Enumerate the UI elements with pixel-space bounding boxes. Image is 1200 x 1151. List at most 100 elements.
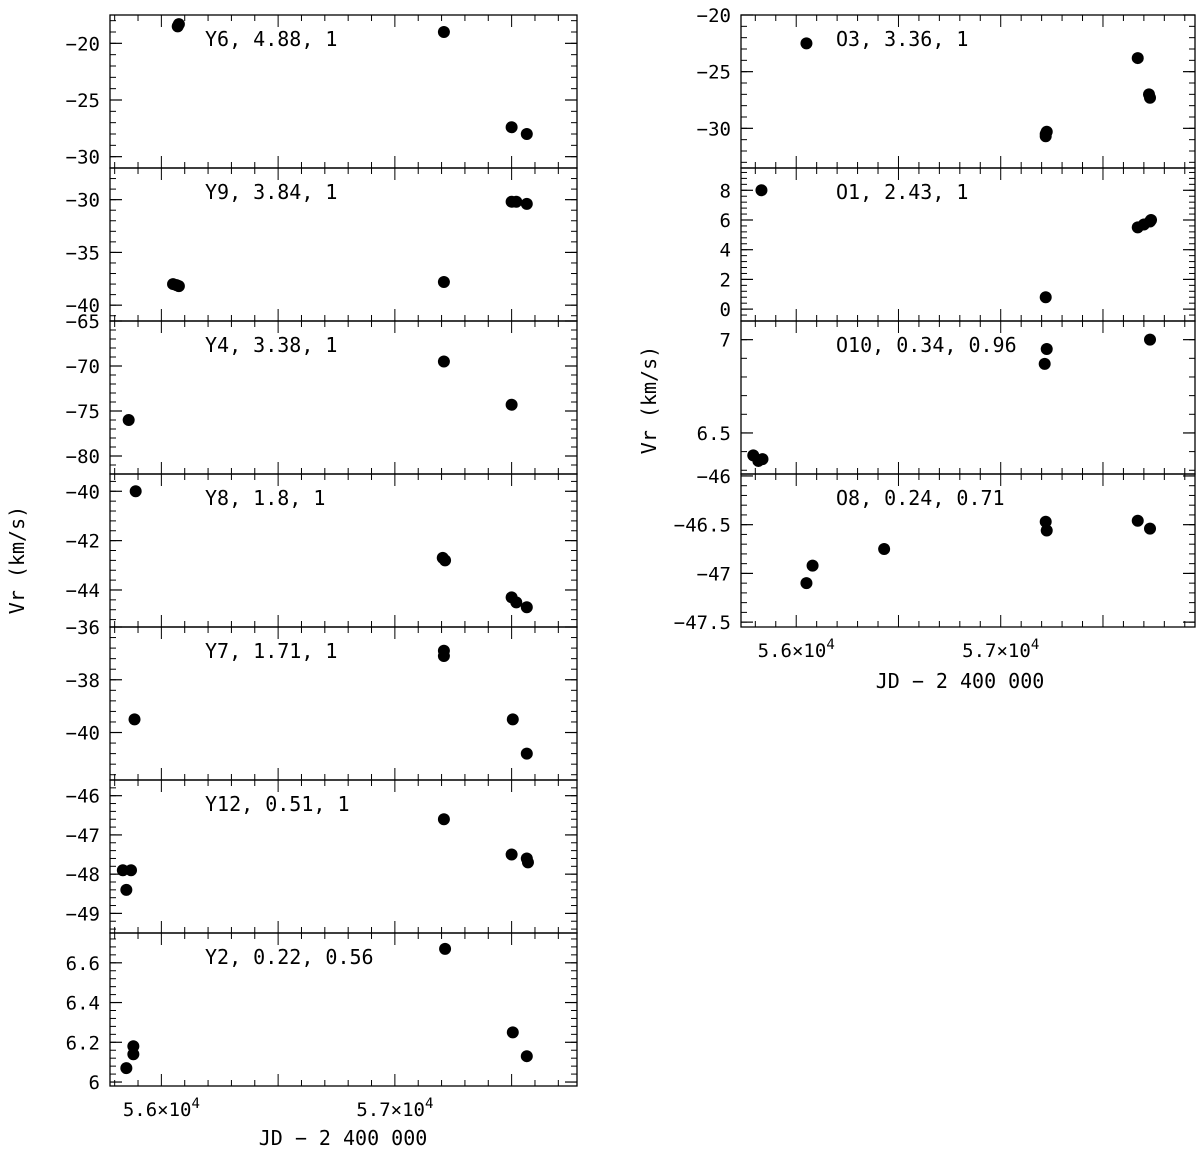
panel-frame — [109, 932, 578, 1087]
y-tick-label: −44 — [66, 580, 100, 602]
data-point — [505, 121, 518, 134]
panel-label: Y9, 3.84, 1 — [205, 180, 337, 204]
data-point — [172, 18, 185, 31]
left-y-axis-title: Vr (km/s) — [5, 506, 29, 614]
data-point — [505, 848, 518, 861]
data-point — [800, 37, 813, 50]
panel-frame — [109, 167, 578, 322]
x-tick-label: 5.6×104 — [123, 1096, 200, 1121]
y-tick-label: 6.6 — [66, 953, 100, 975]
data-point — [520, 197, 533, 210]
y-tick-label: −40 — [66, 295, 100, 317]
data-point — [437, 650, 450, 663]
data-point — [437, 26, 450, 38]
y-tick-label: 7 — [720, 330, 731, 352]
y-tick-label: −46 — [66, 786, 100, 808]
panel-label: O10, 0.34, 0.96 — [836, 333, 1017, 357]
y-tick-label: 2 — [720, 269, 731, 291]
data-point — [800, 577, 813, 590]
data-point — [439, 942, 452, 955]
y-tick-label: −47.5 — [674, 612, 731, 634]
data-point — [120, 883, 133, 896]
x-tick-label: 5.7×104 — [356, 1096, 433, 1121]
data-point — [520, 747, 533, 760]
y-tick-label: −30 — [66, 147, 100, 169]
y-tick-label: −48 — [66, 864, 100, 886]
data-point — [520, 1050, 533, 1063]
right-y-axis-title: Vr (km/s) — [637, 346, 661, 454]
y-tick-label: −20 — [697, 5, 731, 27]
y-tick-label: −25 — [697, 62, 731, 84]
panel-label: O3, 3.36, 1 — [836, 27, 968, 51]
data-point — [506, 1026, 519, 1039]
data-point — [127, 1040, 140, 1053]
data-point — [1039, 515, 1052, 528]
scatter-panel: −46 −46.5 −47 −47.5 O8, 0.24, 0.71 — [674, 466, 1196, 634]
panel-frame — [109, 320, 578, 475]
data-point — [1131, 514, 1144, 527]
data-point — [1040, 125, 1053, 138]
y-tick-label: −20 — [66, 33, 100, 55]
data-point — [129, 485, 142, 498]
y-tick-label: 0 — [720, 299, 731, 321]
data-point — [1145, 213, 1158, 226]
data-point — [1040, 524, 1053, 537]
data-point — [1131, 52, 1144, 65]
y-tick-label: −46.5 — [674, 515, 731, 537]
y-tick-label: 6.5 — [697, 423, 731, 445]
y-tick-label: −75 — [66, 401, 100, 423]
panel-frame — [109, 473, 578, 628]
y-tick-label: −35 — [66, 242, 100, 264]
data-point — [521, 856, 534, 869]
y-tick-label: −30 — [66, 190, 100, 212]
panel-label: Y6, 4.88, 1 — [205, 27, 337, 51]
data-point — [128, 713, 141, 726]
y-tick-label: −25 — [66, 90, 100, 112]
data-point — [437, 813, 450, 826]
data-point — [755, 184, 768, 197]
panel-label: Y12, 0.51, 1 — [205, 792, 350, 816]
data-point — [1040, 342, 1053, 355]
y-tick-label: −40 — [66, 723, 100, 745]
data-point — [172, 280, 185, 293]
scatter-panel: 6 6.2 6.4 6.6 Y2, 0.22, 0.56 — [66, 932, 578, 1094]
panel-label: O8, 0.24, 0.71 — [836, 486, 1005, 510]
data-point — [1144, 333, 1157, 346]
data-point — [520, 128, 533, 140]
y-tick-label: 8 — [720, 180, 731, 202]
panel-frame — [109, 14, 578, 169]
panel-label: Y7, 1.71, 1 — [205, 639, 337, 663]
panel-label: Y4, 3.38, 1 — [205, 333, 337, 357]
y-tick-label: −49 — [66, 903, 100, 925]
scatter-panel: −65 −70 −75 −80 Y4, 3.38, 1 — [66, 311, 578, 475]
y-tick-label: −40 — [66, 481, 100, 503]
y-tick-label: −65 — [66, 311, 100, 333]
panel-label: O1, 2.43, 1 — [836, 180, 968, 204]
x-tick-label: 5.6×104 — [758, 637, 835, 662]
data-point — [1144, 522, 1157, 535]
panel-label: Y2, 0.22, 0.56 — [205, 945, 374, 969]
y-tick-label: −46 — [697, 466, 731, 488]
y-tick-label: 6.2 — [66, 1032, 100, 1054]
y-tick-label: 4 — [720, 240, 731, 262]
data-point — [120, 1062, 133, 1075]
scatter-panel: −20 −25 −30 O3, 3.36, 1 — [697, 5, 1196, 169]
scatter-panel: −46 −47 −48 −49 Y12, 0.51, 1 — [66, 779, 578, 934]
scatter-panel: −40 −42 −44 Y8, 1.8, 1 — [66, 473, 578, 628]
y-tick-label: 6 — [720, 210, 731, 232]
data-point — [878, 543, 891, 556]
scatter-panel: 0 2 4 6 8 O1, 2.43, 1 — [720, 167, 1196, 322]
x-tick-label: 5.7×104 — [962, 637, 1039, 662]
data-point — [506, 713, 519, 726]
data-point — [1038, 357, 1051, 370]
panel-label: Y8, 1.8, 1 — [205, 486, 325, 510]
data-point — [439, 554, 452, 567]
y-tick-label: −42 — [66, 531, 100, 553]
y-tick-label: 6 — [89, 1072, 100, 1094]
scatter-panel: 6.5 7 O10, 0.34, 0.96 — [697, 320, 1196, 475]
scatter-panel: −36 −38 −40 Y7, 1.71, 1 — [66, 617, 578, 781]
data-point — [806, 559, 819, 572]
scatter-panel: −20 −25 −30 Y6, 4.88, 1 — [66, 14, 578, 169]
left-x-axis-title: JD − 2 400 000 — [259, 1126, 428, 1150]
